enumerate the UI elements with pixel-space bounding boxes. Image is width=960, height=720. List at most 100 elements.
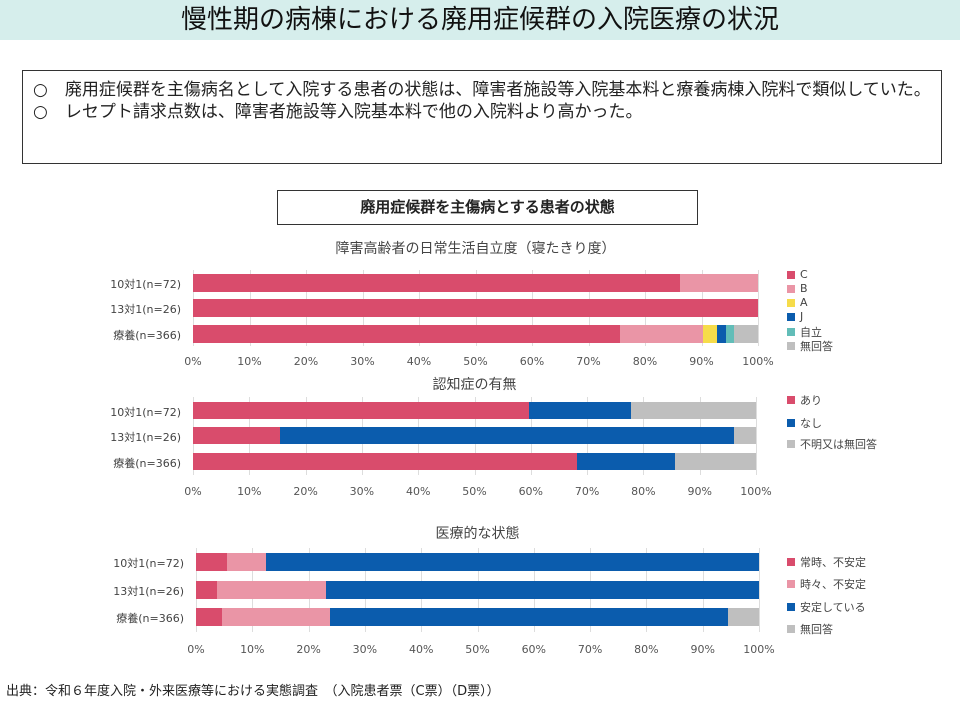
bar-segment-安定している <box>326 581 759 599</box>
bar-segment-B <box>680 274 758 292</box>
bar-segment-あり <box>193 427 281 444</box>
page-title: 慢性期の病棟における廃用症候群の入院医療の状況 <box>0 0 960 40</box>
bar-segment-無回答 <box>734 325 758 343</box>
x-tick-label: 0% <box>187 643 205 656</box>
legend-label: あり <box>800 394 822 407</box>
chart-title: 医療的な状態 <box>435 526 520 542</box>
x-tick-label: 10% <box>240 643 265 656</box>
gridline <box>759 548 760 632</box>
section-subtitle: 廃用症候群を主傷病とする患者の状態 <box>277 190 698 225</box>
legend-item: 安定している <box>787 599 866 615</box>
bar-segment-A <box>703 325 718 343</box>
x-tick-label: 10% <box>237 355 262 368</box>
x-tick-label: 90% <box>690 643 715 656</box>
x-tick-label: 20% <box>296 643 321 656</box>
summary-box: ○ 廃用症候群を主傷病名として入院する患者の状態は、障害者施設等入院基本料と療養… <box>22 70 942 164</box>
category-label: 療養(n=366) <box>116 612 184 625</box>
bar-segment-常時、不安定 <box>196 608 222 626</box>
x-tick-label: 50% <box>465 643 490 656</box>
bar-segment-C <box>193 274 681 292</box>
category-label: 療養(n=366) <box>113 457 181 470</box>
x-tick-label: 30% <box>352 643 378 656</box>
bar-segment-あり <box>193 453 577 470</box>
legend-label: A <box>800 296 808 309</box>
legend-label: 不明又は無回答 <box>800 438 877 451</box>
legend-swatch <box>787 270 795 279</box>
legend-swatch <box>787 328 795 336</box>
bar-segment-C <box>193 325 621 343</box>
x-tick-label: 30% <box>350 355 375 368</box>
chart-title: 認知症の有無 <box>432 377 517 393</box>
legend-item: 無回答 <box>787 338 833 354</box>
legend-item: 自立 <box>787 324 822 340</box>
legend-item: B <box>787 282 808 295</box>
category-label: 10対1(n=72) <box>110 406 181 419</box>
category-label: 10対1(n=72) <box>110 278 181 291</box>
legend-item: 不明又は無回答 <box>787 436 877 452</box>
source-note: 出典：令和６年度入院・外来医療等における実態調査 （入院患者票（C票）（D票）） <box>6 684 500 699</box>
legend-item: J <box>787 310 803 323</box>
legend-swatch <box>787 580 795 588</box>
bar-segment-なし <box>576 453 675 470</box>
legend-swatch <box>787 284 795 293</box>
legend-label: なし <box>800 417 822 430</box>
legend-item: C <box>787 268 808 281</box>
bar-segment-常時、不安定 <box>196 553 227 571</box>
legend-label: C <box>800 268 808 281</box>
x-tick-label: 60% <box>521 643 547 656</box>
bar-segment-常時、不安定 <box>196 581 217 599</box>
x-tick-label: 0% <box>184 355 202 368</box>
category-label: 療養(n=366) <box>113 329 181 342</box>
bar-segment-B <box>620 325 704 343</box>
legend-label: 無回答 <box>800 340 833 353</box>
legend-item: なし <box>787 415 822 431</box>
bar-segment-時々、不安定 <box>216 581 327 599</box>
x-tick-label: 90% <box>687 485 712 498</box>
legend-label: 安定している <box>800 601 866 614</box>
bar-segment-自立 <box>726 325 735 343</box>
x-tick-label: 20% <box>293 485 318 498</box>
legend-swatch <box>787 396 795 404</box>
x-tick-label: 70% <box>576 355 601 368</box>
bar-segment-なし <box>280 427 735 444</box>
legend-item: 時々、不安定 <box>787 576 866 592</box>
x-tick-label: 10% <box>237 485 262 498</box>
legend-swatch <box>787 312 795 321</box>
chart-title: 障害高齢者の日常生活自立度（寝たきり度） <box>335 241 616 257</box>
legend-item: あり <box>787 392 822 408</box>
x-tick-label: 60% <box>518 485 544 498</box>
x-tick-label: 20% <box>293 355 319 368</box>
legend-label: 無回答 <box>800 623 833 636</box>
x-tick-label: 50% <box>463 355 488 368</box>
gridline <box>758 270 759 346</box>
x-tick-label: 0% <box>184 485 202 498</box>
x-tick-label: 100% <box>740 485 772 498</box>
x-tick-label: 80% <box>632 355 658 368</box>
x-tick-label: 60% <box>519 355 545 368</box>
bar-segment-C <box>193 299 758 317</box>
summary-point: ○ レセプト請求点数は、障害者施設等入院基本料で他の入院料より高かった。 <box>33 102 643 122</box>
bar-segment-不明又は無回答 <box>631 402 756 419</box>
legend-swatch <box>787 440 795 448</box>
legend-swatch <box>787 558 795 566</box>
x-tick-label: 80% <box>634 643 659 656</box>
bar-segment-安定している <box>329 608 729 626</box>
legend-label: 時々、不安定 <box>800 578 866 591</box>
x-tick-label: 30% <box>349 485 375 498</box>
category-label: 13対1(n=26) <box>110 303 181 316</box>
gridline <box>756 397 757 475</box>
x-tick-label: 80% <box>631 485 656 498</box>
legend-swatch <box>787 342 795 350</box>
legend-swatch <box>787 419 795 427</box>
bar-segment-J <box>717 325 727 343</box>
bar-segment-時々、不安定 <box>221 608 330 626</box>
bar-segment-安定している <box>265 553 759 571</box>
legend-item: 常時、不安定 <box>787 554 866 570</box>
bar-segment-時々、不安定 <box>226 553 266 571</box>
x-tick-label: 40% <box>408 643 434 656</box>
legend-item: 無回答 <box>787 621 833 637</box>
x-tick-label: 100% <box>743 643 775 656</box>
x-tick-label: 70% <box>577 643 603 656</box>
bar-segment-不明又は無回答 <box>674 453 756 470</box>
legend-label: J <box>800 310 804 323</box>
